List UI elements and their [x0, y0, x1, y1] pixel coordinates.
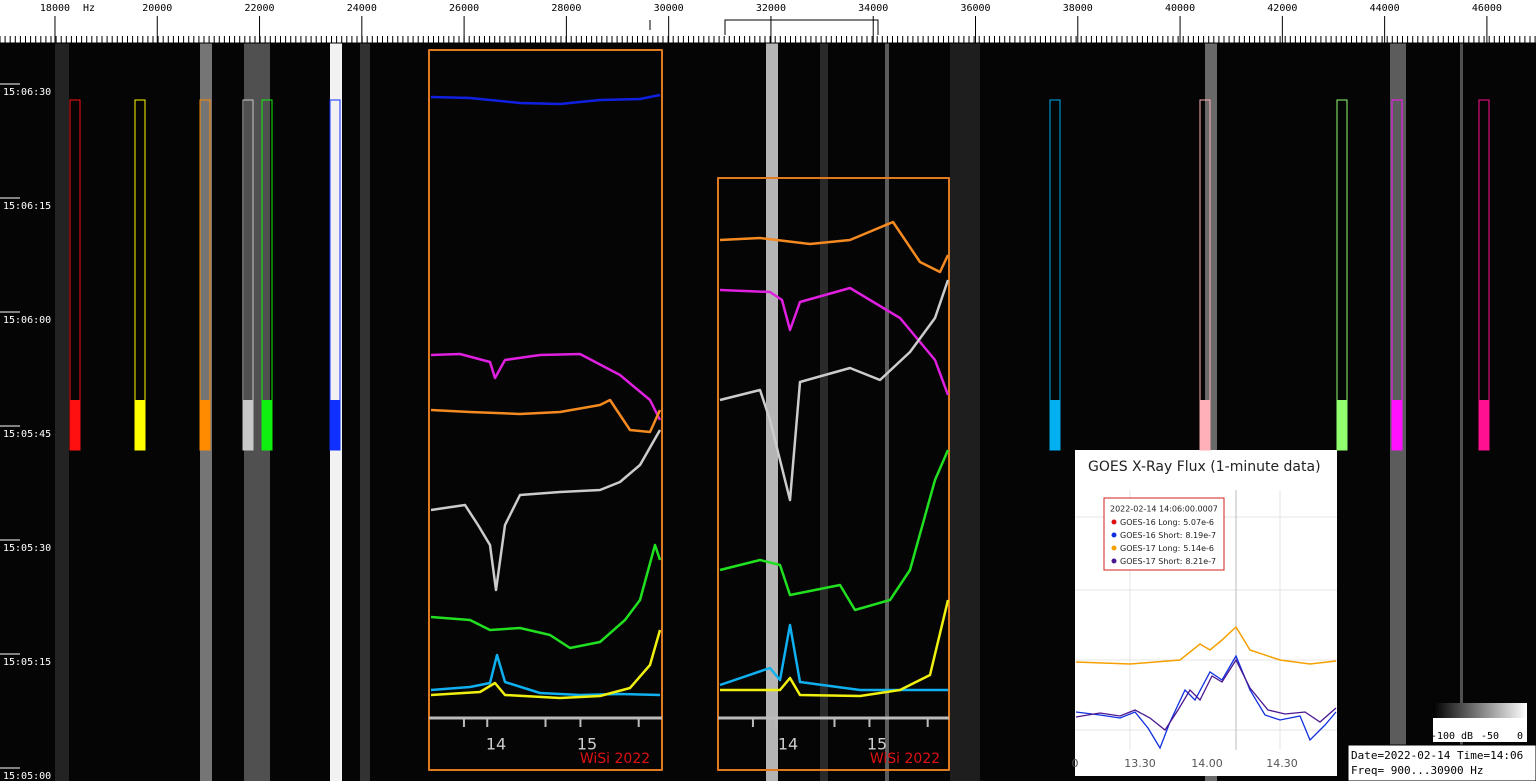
level-meter-fill	[1200, 400, 1210, 450]
frequency-tick-label: 32000	[756, 3, 786, 14]
colorbar-label: -50	[1481, 731, 1499, 742]
level-meter-fill	[135, 400, 145, 450]
status-line: Freq= 900...30900 Hz	[1351, 764, 1483, 777]
frequency-tick-label: 34000	[858, 3, 888, 14]
colorbar	[1433, 703, 1527, 718]
legend-dot	[1111, 545, 1117, 551]
legend-entry: GOES-16 Long: 5.07e-6	[1120, 518, 1214, 527]
time-label: 15:06:30	[3, 87, 51, 98]
bandwidth-bracket	[649, 19, 879, 35]
legend-label: GOES-16 Long:	[1120, 518, 1180, 527]
frequency-tick-label: 44000	[1370, 3, 1400, 14]
legend-label: GOES-17 Long:	[1120, 544, 1180, 553]
level-meter-fill	[1050, 400, 1060, 450]
legend-dot	[1111, 519, 1117, 525]
legend-value: 5.07e-6	[1183, 518, 1214, 527]
goes-x-tick-label: 13.30	[1124, 757, 1156, 770]
level-meter-fill	[262, 400, 272, 450]
status-line: Date=2022-02-14 Time=14:06	[1351, 749, 1523, 762]
legend-label: GOES-17 Short:	[1120, 557, 1182, 566]
frequency-unit: Hz	[83, 3, 95, 14]
colorbar-label: -100 dB	[1431, 731, 1473, 742]
frequency-tick-label: 24000	[347, 3, 377, 14]
level-meter-fill	[1337, 400, 1347, 450]
legend-value: 8.21e-7	[1185, 557, 1216, 566]
legend-dot	[1111, 532, 1117, 538]
goes-x-tick-label: 0	[1072, 757, 1079, 770]
goes-x-tick-label: 14.00	[1191, 757, 1223, 770]
legend-entry: GOES-17 Long: 5.14e-6	[1120, 544, 1214, 553]
time-label: 15:05:30	[3, 543, 51, 554]
time-label: 15:06:15	[3, 201, 51, 212]
time-label: 15:05:15	[3, 657, 51, 668]
time-label: 15:05:00	[3, 771, 51, 781]
legend-dot	[1111, 558, 1117, 564]
frequency-tick-label: 26000	[449, 3, 479, 14]
level-meter-fill	[200, 400, 210, 450]
level-meter-fill	[243, 400, 253, 450]
legend-entry: GOES-17 Short: 8.21e-7	[1120, 557, 1216, 566]
goes-x-tick-label: 14.30	[1266, 757, 1298, 770]
level-meter-fill	[1392, 400, 1402, 450]
goes-panel	[1075, 450, 1337, 776]
inset-tick-label: 14	[486, 735, 506, 754]
colorbar-label-area	[1433, 718, 1527, 742]
inset-watermark: WiSi 2022	[580, 751, 650, 767]
inset-watermark: WiSi 2022	[870, 751, 940, 767]
frequency-axis-bar	[0, 0, 1536, 43]
tooltip-time: 2022-02-14 14:06:00.0007	[1110, 505, 1218, 514]
status-box	[1347, 744, 1536, 781]
level-meter-fill	[1479, 400, 1489, 450]
level-meter-fill	[70, 400, 80, 450]
legend-value: 8.19e-7	[1185, 531, 1216, 540]
waterfall-stripes	[55, 43, 1463, 781]
frequency-tick-label: 18000	[40, 3, 70, 14]
time-label: 15:05:45	[3, 429, 51, 440]
colorbar-label: 0	[1517, 731, 1523, 742]
inset-tick-label: 15	[577, 735, 597, 754]
frequency-tick-label: 40000	[1165, 3, 1195, 14]
goes-title: GOES X-Ray Flux (1-minute data)	[1088, 459, 1321, 475]
legend-value: 5.14e-6	[1183, 544, 1214, 553]
frequency-tick-label: 28000	[551, 3, 581, 14]
legend-entry: GOES-16 Short: 8.19e-7	[1120, 531, 1216, 540]
inset-plot	[717, 177, 950, 771]
time-label: 15:06:00	[3, 315, 51, 326]
frequency-tick-label: 42000	[1267, 3, 1297, 14]
inset-tick-label: 15	[867, 735, 887, 754]
frequency-tick-label: 22000	[244, 3, 274, 14]
frequency-tick-label: 20000	[142, 3, 172, 14]
frequency-tick-label: 36000	[960, 3, 990, 14]
inset-tick-label: 14	[778, 735, 798, 754]
frequency-tick-label: 30000	[654, 3, 684, 14]
level-meter-fill	[330, 400, 340, 450]
frequency-tick-label: 46000	[1472, 3, 1502, 14]
legend-label: GOES-16 Short:	[1120, 531, 1182, 540]
frequency-tick-label: 38000	[1063, 3, 1093, 14]
inset-plot	[428, 49, 663, 771]
